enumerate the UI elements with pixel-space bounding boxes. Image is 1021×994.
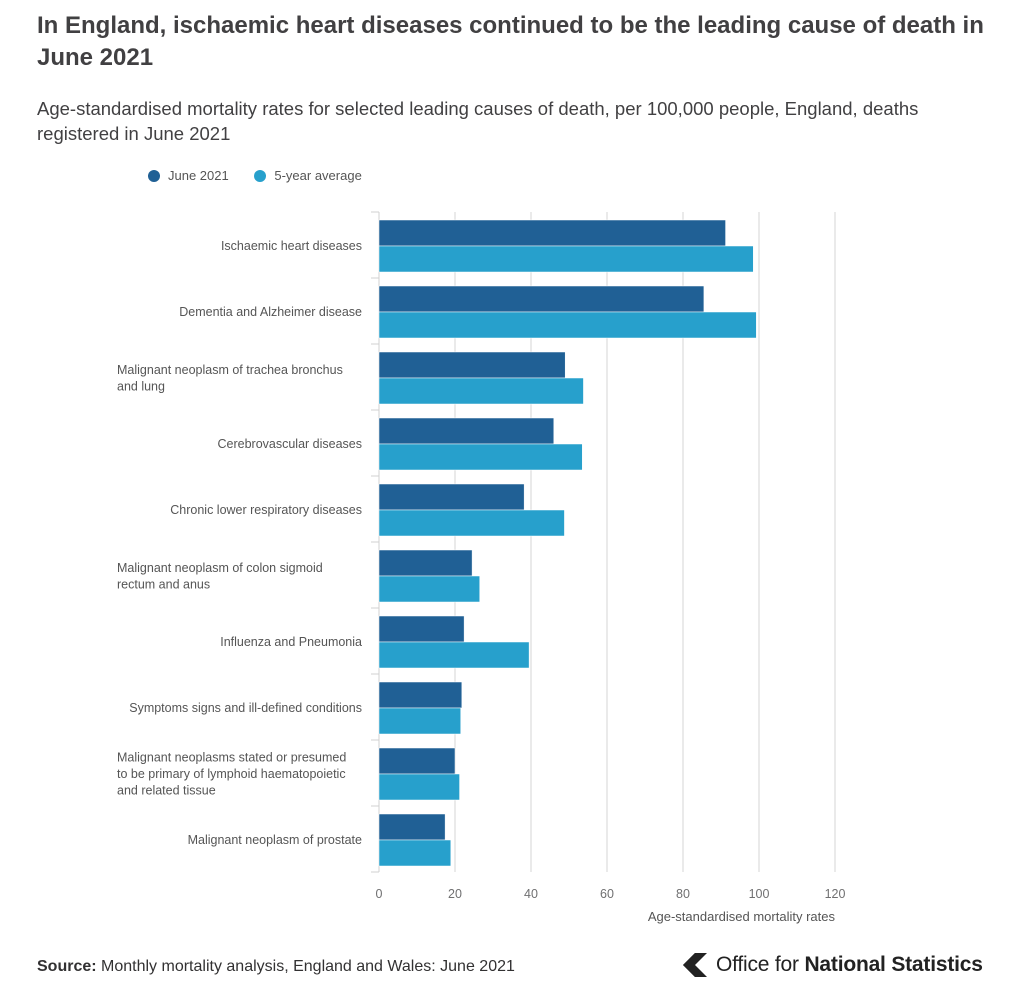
category-label-line: and related tissue (117, 784, 216, 798)
bar-5-year-average[interactable] (378, 707, 461, 735)
category-label-line: rectum and anus (117, 577, 210, 591)
x-tick-label-80: 80 (676, 887, 690, 901)
category-label-line: and lung (117, 379, 165, 393)
category-label: Cerebrovascular diseases (217, 437, 362, 451)
category-label: Influenza and Pneumonia (220, 635, 362, 649)
bar-5-year-average[interactable] (378, 575, 480, 603)
chart-title: In England, ischaemic heart diseases con… (37, 12, 984, 71)
bar-5-year-average[interactable] (378, 839, 452, 867)
legend-label-5-year-average: 5-year average (274, 168, 362, 183)
bar-5-year-average[interactable] (378, 377, 584, 405)
legend-label-june-2021: June 2021 (168, 168, 229, 183)
bar-5-year-average[interactable] (378, 311, 757, 339)
bar-chart: Ischaemic heart diseases Dementia and Alz… (117, 211, 846, 924)
category-label: Malignant neoplasm of prostate (188, 833, 362, 847)
bar-june-2021[interactable] (378, 219, 726, 247)
chart-legend: June 2021 5-year average (148, 168, 384, 185)
category-label-line: Malignant neoplasm of colon sigmoid (117, 561, 323, 575)
ons-logo-prefix: Office for (716, 953, 805, 976)
ons-logo-icon (683, 953, 707, 977)
category-label: Chronic lower respiratory diseases (170, 503, 362, 517)
legend-item-june-2021[interactable]: June 2021 (148, 168, 229, 183)
category-label-line: Malignant neoplasms stated or presumed (117, 751, 346, 765)
bar-june-2021[interactable] (378, 351, 566, 379)
source-note: Source: Monthly mortality analysis, Engl… (37, 958, 515, 976)
x-tick-label-60: 60 (600, 887, 614, 901)
bar-june-2021[interactable] (378, 615, 465, 643)
ons-logo-bold: National Statistics (804, 953, 983, 976)
source-label: Source: (37, 958, 97, 975)
bar-5-year-average[interactable] (378, 773, 460, 801)
x-axis-title: Age-standardised mortality rates (648, 909, 836, 924)
legend-swatch-5-year-average (254, 169, 267, 182)
category-label-line: Malignant neoplasm of trachea bronchus (117, 363, 343, 377)
bar-5-year-average[interactable] (378, 443, 583, 471)
x-tick-label-100: 100 (749, 887, 770, 901)
x-tick-label-20: 20 (448, 887, 462, 901)
ons-logo: Office for National Statistics (680, 950, 983, 980)
bar-june-2021[interactable] (378, 681, 463, 709)
bar-june-2021[interactable] (378, 417, 555, 445)
bar-june-2021[interactable] (378, 813, 446, 841)
bar-june-2021[interactable] (378, 285, 705, 313)
x-tick-label-120: 120 (825, 887, 846, 901)
ons-logo-text: Office for National Statistics (716, 953, 983, 977)
x-tick-label-0: 0 (376, 887, 383, 901)
category-label: Ischaemic heart diseases (221, 239, 362, 253)
bar-june-2021[interactable] (378, 483, 525, 511)
category-label-line: to be primary of lymphoid haematopoietic (117, 767, 346, 781)
category-label: Symptoms signs and ill-defined condition… (129, 701, 362, 715)
bar-june-2021[interactable] (378, 747, 456, 775)
legend-swatch-june-2021 (148, 169, 160, 182)
source-text: Monthly mortality analysis, England and … (101, 958, 515, 975)
legend-item-5-year-average[interactable]: 5-year average (254, 168, 362, 183)
bar-5-year-average[interactable] (378, 509, 565, 537)
bar-5-year-average[interactable] (378, 641, 530, 669)
chart-subtitle: Age-standardised mortality rates for sel… (37, 98, 919, 144)
x-tick-label-40: 40 (524, 887, 538, 901)
bar-june-2021[interactable] (378, 549, 473, 577)
category-label: Dementia and Alzheimer disease (179, 305, 362, 319)
bar-5-year-average[interactable] (378, 245, 754, 273)
